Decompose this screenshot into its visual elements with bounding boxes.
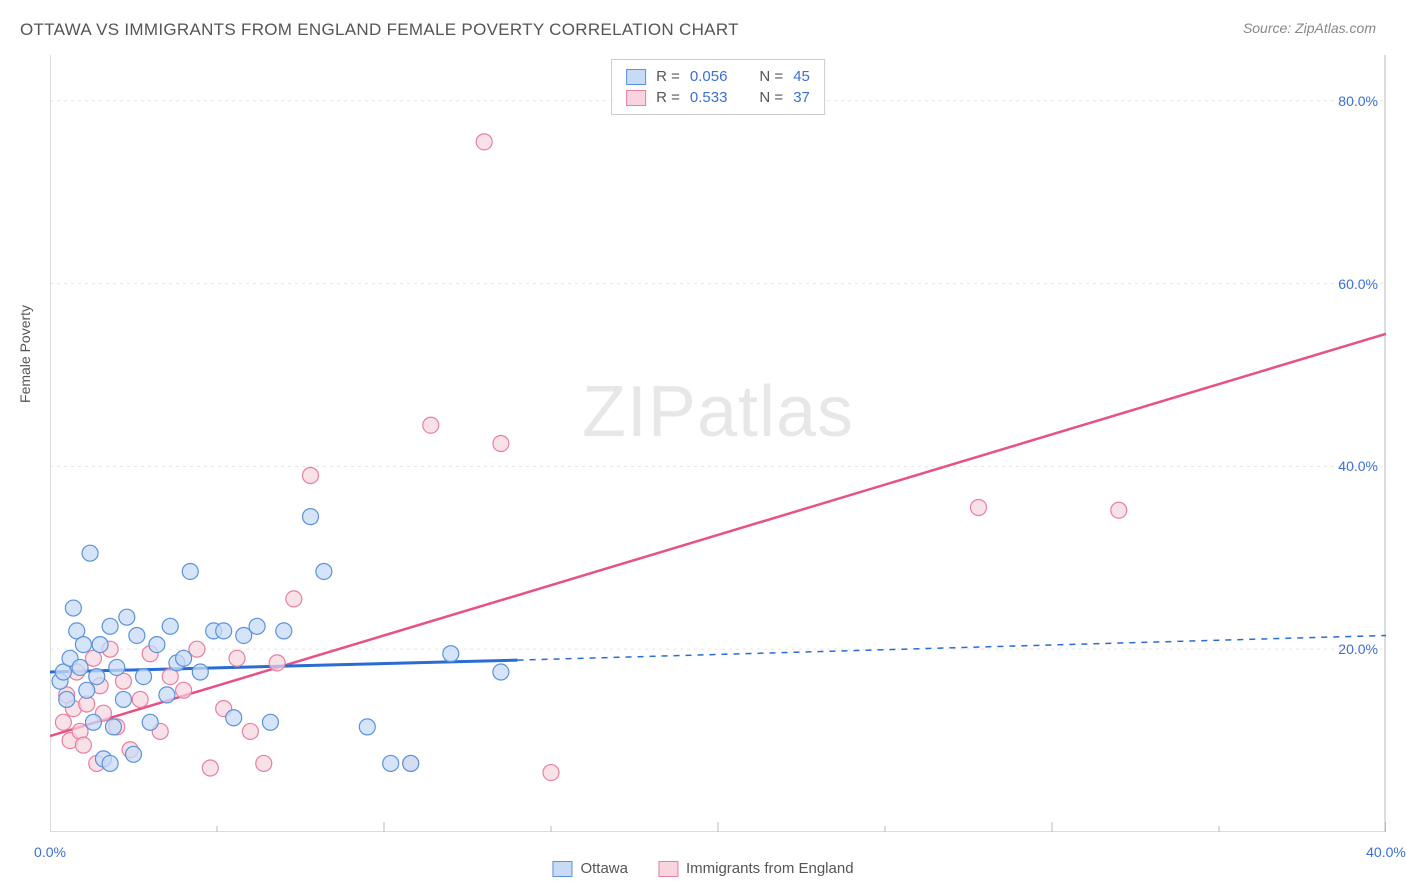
y-tick-label: 60.0% [1338,276,1378,292]
r-value-ottawa: 0.056 [690,68,728,85]
legend-row-ottawa: R = 0.056 N = 45 [626,66,810,87]
r-label: R = [656,89,680,106]
scatter-plot [50,55,1386,832]
y-axis-label: Female Poverty [17,304,33,402]
legend-swatch-pink [658,861,678,877]
r-value-immigrants: 0.533 [690,89,728,106]
y-tick-label: 20.0% [1338,641,1378,657]
x-tick-label: 0.0% [34,844,66,860]
x-tick-label: 40.0% [1366,844,1406,860]
legend-item-immigrants: Immigrants from England [658,860,854,877]
n-label: N = [759,68,783,85]
r-label: R = [656,68,680,85]
chart-container: R = 0.056 N = 45 R = 0.533 N = 37 Female… [50,55,1386,832]
legend-swatch-blue [552,861,572,877]
legend-swatch-pink [626,90,646,106]
legend-item-ottawa: Ottawa [552,860,628,877]
chart-header: OTTAWA VS IMMIGRANTS FROM ENGLAND FEMALE… [0,0,1406,50]
n-value-immigrants: 37 [793,89,810,106]
correlation-legend: R = 0.056 N = 45 R = 0.533 N = 37 [611,59,825,115]
legend-label-immigrants: Immigrants from England [686,860,854,877]
source-attribution: Source: ZipAtlas.com [1243,20,1376,36]
y-tick-label: 80.0% [1338,93,1378,109]
legend-swatch-blue [626,69,646,85]
legend-row-immigrants: R = 0.533 N = 37 [626,87,810,108]
n-value-ottawa: 45 [793,68,810,85]
n-label: N = [759,89,783,106]
series-legend: Ottawa Immigrants from England [552,860,853,877]
y-tick-label: 40.0% [1338,458,1378,474]
legend-label-ottawa: Ottawa [580,860,628,877]
chart-title: OTTAWA VS IMMIGRANTS FROM ENGLAND FEMALE… [20,20,739,40]
